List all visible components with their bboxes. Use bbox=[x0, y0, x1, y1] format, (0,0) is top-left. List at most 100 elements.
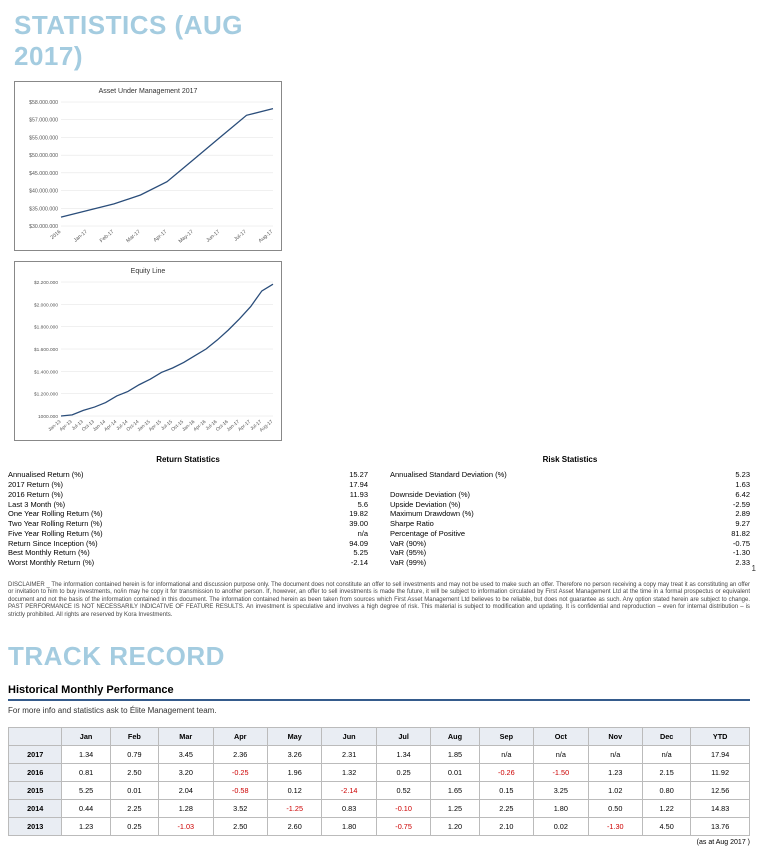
svg-text:Apr-15: Apr-15 bbox=[148, 419, 163, 433]
stat-value: -2.14 bbox=[351, 558, 368, 568]
svg-text:$1.400.000: $1.400.000 bbox=[34, 370, 58, 376]
stat-value: 15.27 bbox=[349, 470, 368, 480]
table-row: 20171.340.793.452.363.262.311.341.85n/an… bbox=[9, 746, 750, 764]
perf-cell: 1.34 bbox=[62, 746, 110, 764]
stat-row: Last 3 Month (%)5.6 bbox=[8, 500, 368, 510]
svg-text:Jun-17: Jun-17 bbox=[205, 229, 221, 244]
svg-text:Feb-17: Feb-17 bbox=[99, 229, 116, 244]
chart-aum-title: Asset Under Management 2017 bbox=[19, 88, 277, 95]
perf-cell: 0.25 bbox=[110, 818, 158, 836]
heading-track-record: TRACK RECORD bbox=[8, 641, 750, 672]
perf-cell: 13.76 bbox=[691, 818, 750, 836]
stat-value: 5.25 bbox=[353, 548, 368, 558]
svg-text:Apr-16: Apr-16 bbox=[192, 419, 207, 433]
stat-row: Worst Monthly Return (%)-2.14 bbox=[8, 558, 368, 568]
svg-text:$45.000.000: $45.000.000 bbox=[29, 171, 58, 177]
perf-cell: n/a bbox=[643, 746, 691, 764]
perf-title: Historical Monthly Performance bbox=[8, 684, 750, 701]
perf-cell: -1.25 bbox=[267, 800, 321, 818]
perf-col-header: YTD bbox=[691, 728, 750, 746]
perf-year-cell: 2017 bbox=[9, 746, 62, 764]
perf-col-header: Dec bbox=[643, 728, 691, 746]
stat-value: n/a bbox=[358, 529, 368, 539]
perf-cell: 3.20 bbox=[159, 764, 213, 782]
perf-col-header: Nov bbox=[588, 728, 642, 746]
chart-equity-svg: 1000.000$1.200.000$1.400.000$1.600.000$1… bbox=[19, 278, 279, 438]
perf-cell: 0.25 bbox=[376, 764, 430, 782]
perf-cell: 3.25 bbox=[534, 782, 588, 800]
stat-row: Percentage of Positive81.82 bbox=[390, 529, 750, 539]
svg-text:$1.600.000: $1.600.000 bbox=[34, 347, 58, 353]
perf-cell: -1.30 bbox=[588, 818, 642, 836]
perf-cell: 1.02 bbox=[588, 782, 642, 800]
perf-cell: 0.12 bbox=[267, 782, 321, 800]
stat-value: -0.75 bbox=[733, 539, 750, 549]
perf-cell: -0.25 bbox=[213, 764, 267, 782]
perf-cell: 2.25 bbox=[479, 800, 533, 818]
svg-text:May-17: May-17 bbox=[178, 229, 195, 245]
stat-label: VaR (95%) bbox=[390, 548, 426, 558]
perf-col-header: Mar bbox=[159, 728, 213, 746]
stat-label: Annualised Standard Deviation (%) bbox=[390, 470, 507, 480]
perf-cell: 0.44 bbox=[62, 800, 110, 818]
perf-cell: 0.50 bbox=[588, 800, 642, 818]
svg-text:$40.000.000: $40.000.000 bbox=[29, 189, 58, 195]
svg-text:Apr-17: Apr-17 bbox=[237, 419, 252, 433]
return-stats-title: Return Statistics bbox=[8, 455, 368, 464]
stat-label: Maximum Drawdown (%) bbox=[390, 509, 474, 519]
perf-cell: -1.50 bbox=[534, 764, 588, 782]
svg-text:Jul-17: Jul-17 bbox=[233, 229, 248, 243]
perf-cell: 2.60 bbox=[267, 818, 321, 836]
svg-text:$2.200.000: $2.200.000 bbox=[34, 280, 58, 286]
stat-label: Return Since Inception (%) bbox=[8, 539, 98, 549]
perf-col-header: Oct bbox=[534, 728, 588, 746]
stat-row: Five Year Rolling Return (%)n/a bbox=[8, 529, 368, 539]
stat-value: 9.27 bbox=[735, 519, 750, 529]
perf-col-header: Sep bbox=[479, 728, 533, 746]
svg-text:Aug-17: Aug-17 bbox=[258, 229, 275, 244]
stat-row: Maximum Drawdown (%)2.89 bbox=[390, 509, 750, 519]
perf-cell: -0.10 bbox=[376, 800, 430, 818]
stat-row: 1.63 bbox=[390, 480, 750, 490]
perf-cell: -0.75 bbox=[376, 818, 430, 836]
svg-text:Apr-14: Apr-14 bbox=[103, 419, 118, 433]
stat-value: 94.09 bbox=[349, 539, 368, 549]
stat-value: 81.82 bbox=[731, 529, 750, 539]
stat-row: Downside Deviation (%)6.42 bbox=[390, 490, 750, 500]
disclaimer-text: DISCLAIMER _ The information contained h… bbox=[8, 582, 750, 620]
stat-value: -2.59 bbox=[733, 500, 750, 510]
as-at-text: (as at Aug 2017 ) bbox=[8, 839, 750, 846]
stat-value: 2.33 bbox=[735, 558, 750, 568]
perf-cell: 0.80 bbox=[643, 782, 691, 800]
perf-cell: 2.15 bbox=[643, 764, 691, 782]
table-row: 20140.442.251.283.52-1.250.83-0.101.252.… bbox=[9, 800, 750, 818]
perf-col-header: Aug bbox=[431, 728, 479, 746]
stat-label: VaR (99%) bbox=[390, 558, 426, 568]
perf-cell: 1.65 bbox=[431, 782, 479, 800]
perf-cell: -2.14 bbox=[322, 782, 376, 800]
perf-col-header: Jul bbox=[376, 728, 430, 746]
perf-cell: 1.23 bbox=[588, 764, 642, 782]
svg-text:$2.000.000: $2.000.000 bbox=[34, 303, 58, 309]
chart-aum: Asset Under Management 2017 $30.000.000$… bbox=[14, 81, 282, 251]
page-number: 1 bbox=[752, 564, 756, 573]
perf-cell: 2.10 bbox=[479, 818, 533, 836]
stat-label: Upside Deviation (%) bbox=[390, 500, 460, 510]
perf-subtitle: For more info and statistics ask to Élit… bbox=[8, 706, 750, 715]
stat-row: Annualised Return (%)15.27 bbox=[8, 470, 368, 480]
stat-row: Best Monthly Return (%) 5.25 bbox=[8, 548, 368, 558]
perf-cell: 1.80 bbox=[322, 818, 376, 836]
perf-year-cell: 2013 bbox=[9, 818, 62, 836]
perf-col-header: May bbox=[267, 728, 321, 746]
stat-row: VaR (99%) 2.33 bbox=[390, 558, 750, 568]
table-row: 20155.250.012.04-0.580.12-2.140.521.650.… bbox=[9, 782, 750, 800]
stat-label: Best Monthly Return (%) bbox=[8, 548, 90, 558]
perf-cell: 12.56 bbox=[691, 782, 750, 800]
svg-text:Apr-17: Apr-17 bbox=[152, 229, 168, 244]
table-row: 20131.230.25-1.032.502.601.80-0.751.202.… bbox=[9, 818, 750, 836]
perf-col-header: Apr bbox=[213, 728, 267, 746]
perf-cell: 0.81 bbox=[62, 764, 110, 782]
stat-label: 2016 Return (%) bbox=[8, 490, 63, 500]
perf-cell: 14.83 bbox=[691, 800, 750, 818]
perf-cell: 3.26 bbox=[267, 746, 321, 764]
